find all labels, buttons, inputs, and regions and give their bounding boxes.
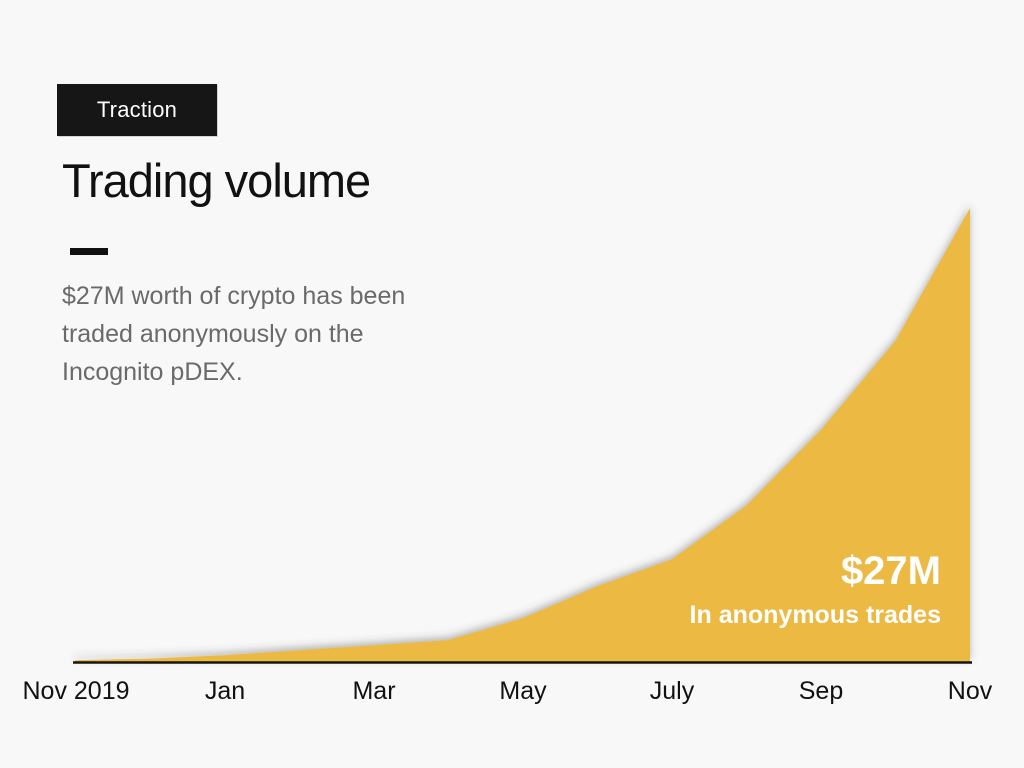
total-volume-caption: In anonymous trades [689,601,941,629]
title-dash-rule [70,248,108,255]
x-tick-label: Mar [352,677,396,705]
description-text: $27M worth of crypto has been traded ano… [62,282,406,386]
area-series [75,208,970,662]
x-tick-label: Nov 2019 [22,677,130,705]
x-tick-label: Jan [204,677,246,705]
x-tick-label: July [649,677,695,705]
page-title: Trading volume [62,154,371,207]
badge-label: Traction [96,97,178,122]
x-tick-label: Nov [947,677,993,705]
traction-badge: Traction [57,84,217,136]
x-tick-label: May [499,677,547,705]
total-volume-label: $27M [840,549,941,593]
x-tick-label: Sep [798,677,844,705]
